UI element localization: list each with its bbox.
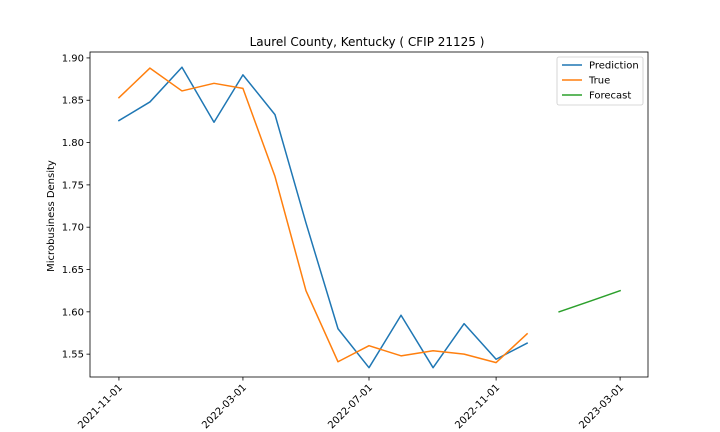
y-axis-label: Microbusiness Density (46, 160, 57, 272)
chart-title: Laurel County, Kentucky ( CFIP 21125 ) (250, 35, 485, 49)
y-tick-label: 1.75 (62, 180, 84, 191)
x-axis: 2021-11-01 2022-03-01 2022-07-01 2022-11-01… (76, 377, 626, 431)
y-tick-label: 1.90 (62, 53, 84, 64)
x-tick-label: 2022-03-01 (200, 382, 249, 431)
series-layer (117, 66, 622, 369)
y-axis: 1.55 1.60 1.65 1.70 1.75 1.80 1.85 1.90 (62, 53, 90, 361)
legend-box (556, 56, 644, 106)
x-tick-label: 2023-03-01 (577, 382, 626, 431)
y-tick-label: 1.65 (62, 265, 84, 276)
legend-label-forecast: Forecast (589, 91, 631, 102)
y-tick-label: 1.70 (62, 223, 84, 234)
y-tick-label: 1.85 (62, 96, 84, 107)
series-line-forecast (558, 289, 622, 313)
x-tick-label: 2022-11-01 (453, 382, 502, 431)
legend: Prediction True Forecast (556, 56, 644, 106)
series-line-true (117, 67, 529, 364)
x-tick-label: 2022-07-01 (326, 382, 375, 431)
y-tick-label: 1.55 (62, 350, 84, 361)
series-line-prediction (117, 66, 529, 369)
legend-label-true: True (588, 76, 610, 87)
y-tick-label: 1.80 (62, 138, 84, 149)
x-tick-label: 2021-11-01 (76, 382, 125, 431)
legend-label-prediction: Prediction (589, 61, 639, 72)
y-tick-label: 1.60 (62, 307, 84, 318)
